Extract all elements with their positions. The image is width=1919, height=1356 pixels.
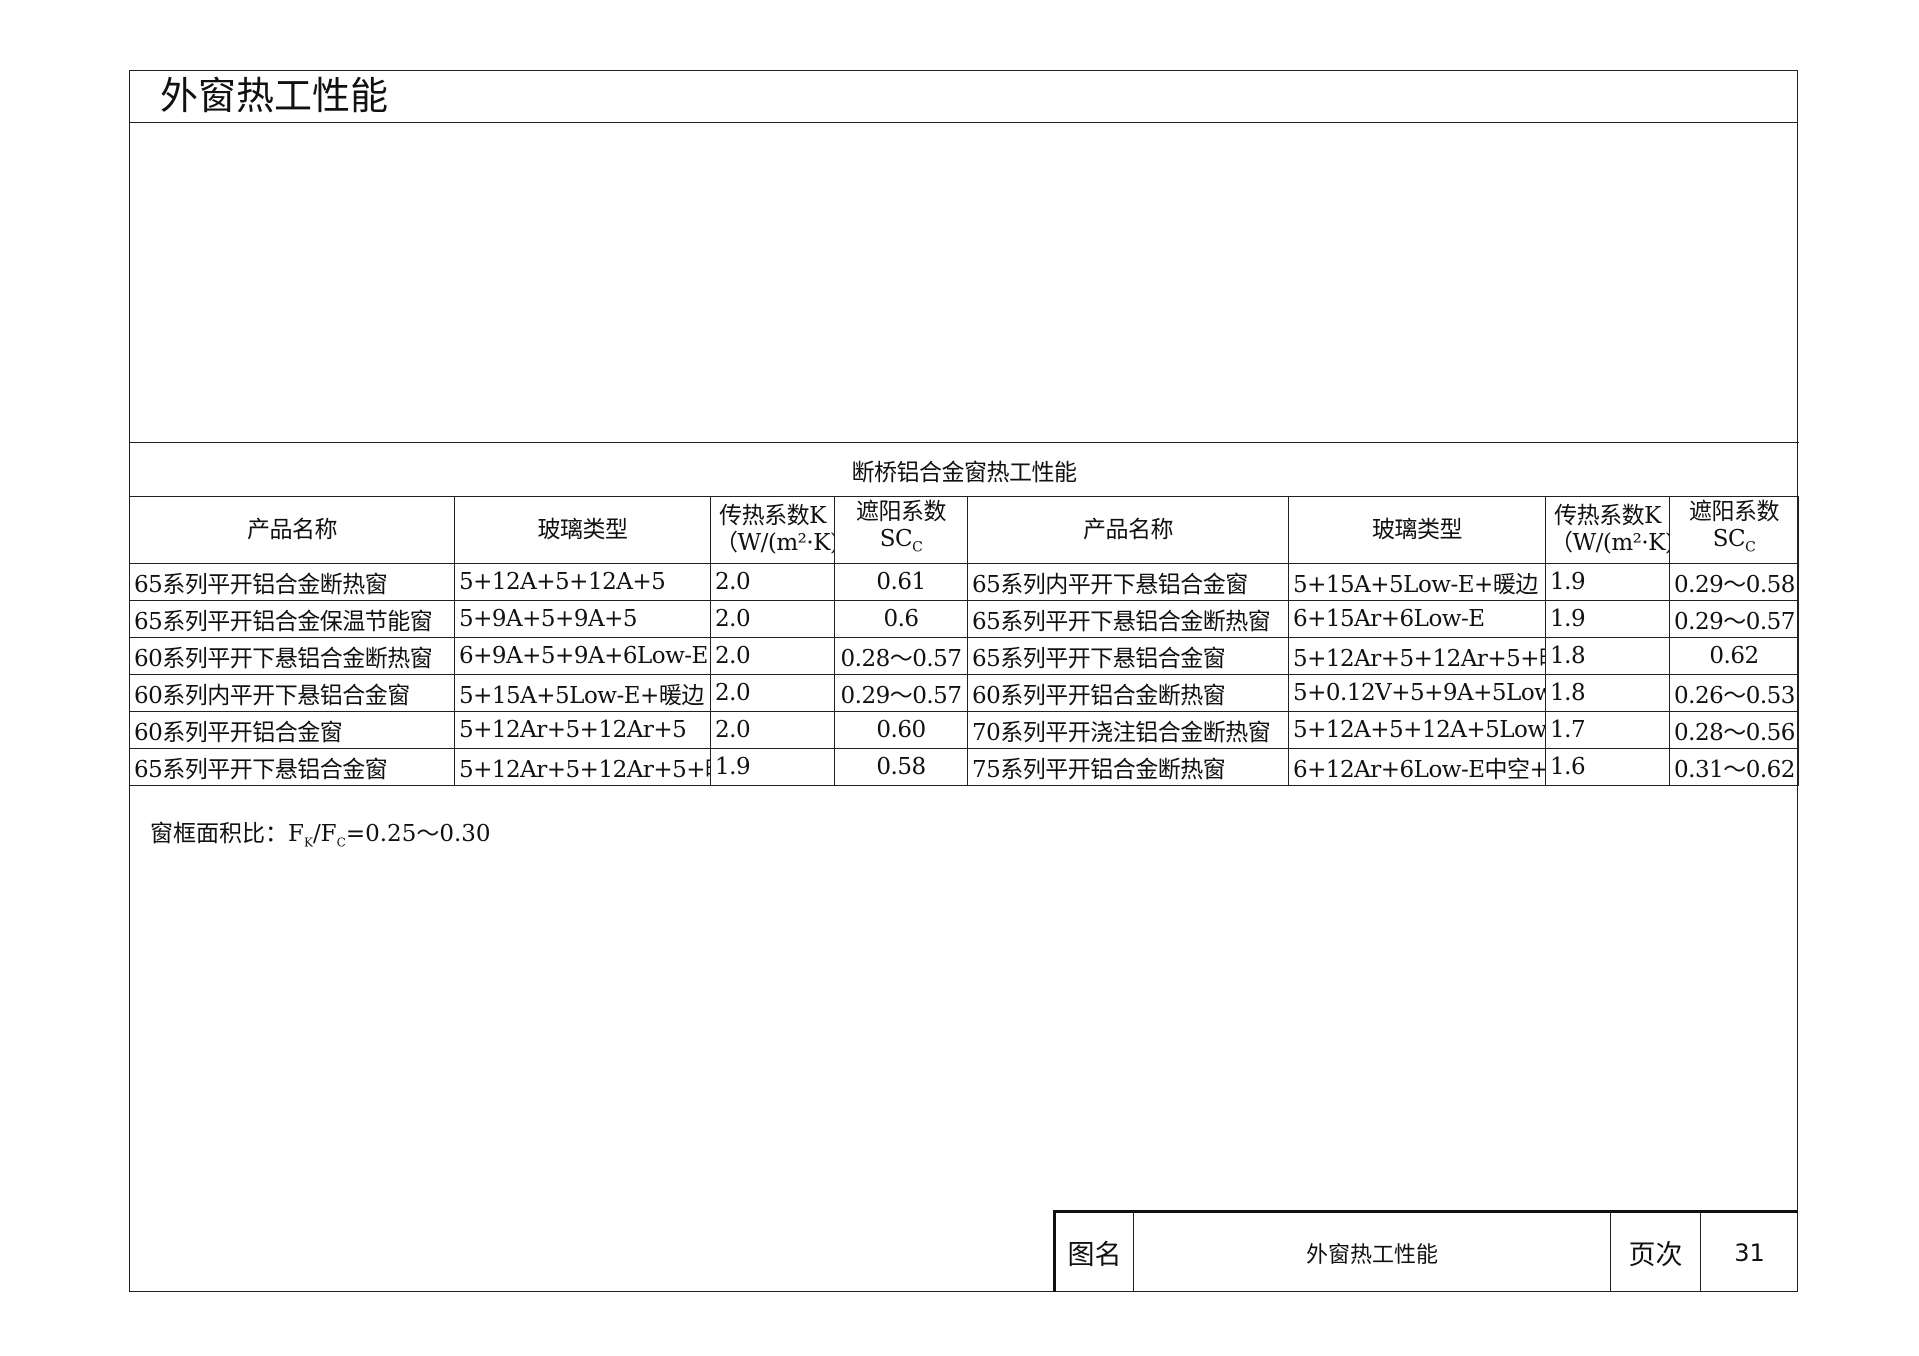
sc-value-cell: 0.6 [834, 600, 968, 638]
product-name-cell: 65系列平开铝合金保温节能窗 [129, 600, 455, 638]
sc-value-cell: 0.26～0.53 [1669, 674, 1799, 712]
k-value-cell: 1.7 [1545, 711, 1670, 749]
k-value-cell: 2.0 [710, 563, 835, 601]
sc-value-cell: 0.29～0.57 [1669, 600, 1799, 638]
note-sub-c: C [336, 835, 346, 850]
sc-symbol: SC [879, 525, 913, 552]
sc-label: 遮阳系数 [1689, 498, 1780, 525]
product-name-cell: 60系列内平开下悬铝合金窗 [129, 674, 455, 712]
k-value-cell: 1.9 [710, 748, 835, 786]
col-header-k: 传热系数K（W/(m²·K)） [710, 496, 835, 564]
k-value-cell: 1.8 [1545, 637, 1670, 675]
title-block: 图名 外窗热工性能 页次 31 [1053, 1210, 1798, 1292]
sc-subscript: C [912, 539, 923, 556]
k-value-cell: 2.0 [710, 600, 835, 638]
sc-value-cell: 0.28～0.57 [834, 637, 968, 675]
col-header-sc: 遮阳系数 SCC [834, 496, 968, 564]
sc-symbol: SC [1712, 525, 1746, 552]
product-name-cell: 65系列平开铝合金断热窗 [129, 563, 455, 601]
title-divider [129, 122, 1798, 123]
glass-type-cell: 5+12Ar+5+12Ar+5 [454, 711, 711, 749]
sc-value-cell: 0.58 [834, 748, 968, 786]
note-suffix: =0.25～0.30 [345, 821, 491, 847]
glass-type-cell: 5+12A+5+12A+5 [454, 563, 711, 601]
sc-subscript: C [1745, 539, 1756, 556]
product-name-cell: 65系列内平开下悬铝合金窗 [967, 563, 1289, 601]
k-value-cell: 2.0 [710, 674, 835, 712]
product-name-cell: 65系列平开下悬铝合金窗 [967, 637, 1289, 675]
k-value-cell: 1.6 [1545, 748, 1670, 786]
drawing-name-label: 图名 [1056, 1213, 1134, 1292]
product-name-cell: 60系列平开铝合金窗 [129, 711, 455, 749]
k-value-cell: 2.0 [710, 637, 835, 675]
product-name-cell: 70系列平开浇注铝合金断热窗 [967, 711, 1289, 749]
col-header-glass: 玻璃类型 [454, 496, 711, 564]
glass-type-cell: 6+12Ar+6Low-E中空+暖边 [1288, 748, 1546, 786]
glass-type-cell: 6+9A+5+9A+6Low-E [454, 637, 711, 675]
glass-type-cell: 5+12Ar+5+12Ar+5+暖边 [454, 748, 711, 786]
col-header-name: 产品名称 [129, 496, 455, 564]
table-row: 65系列平开铝合金断热窗 5+12A+5+12A+5 2.0 0.61 65系列内平开下… [129, 563, 1799, 601]
glass-type-cell: 5+12Ar+5+12Ar+5+暖边 [1288, 637, 1546, 675]
glass-type-cell: 5+15A+5Low-E+暖边 [1288, 563, 1546, 601]
sc-value-cell: 0.62 [1669, 637, 1799, 675]
glass-type-cell: 5+0.12V+5+9A+5Low-E [1288, 674, 1546, 712]
k-unit: （W/(m²·K)） [1550, 530, 1669, 556]
col-header-name-2: 产品名称 [967, 496, 1289, 564]
product-name-cell: 60系列平开铝合金断热窗 [967, 674, 1289, 712]
glass-type-cell: 6+15Ar+6Low-E [1288, 600, 1546, 638]
k-value-cell: 1.9 [1545, 600, 1670, 638]
col-header-sc-2: 遮阳系数 SCC [1669, 496, 1799, 564]
drawing-name-value: 外窗热工性能 [1134, 1213, 1611, 1292]
sc-value-cell: 0.60 [834, 711, 968, 749]
glass-type-cell: 5+12A+5+12A+5Low-E [1288, 711, 1546, 749]
note-sub-k: K [303, 835, 313, 850]
note-mid: /F [312, 821, 337, 847]
thermal-performance-table: 断桥铝合金窗热工性能 产品名称 玻璃类型 传热系数K（W/(m²·K)） 遮阳系… [129, 442, 1799, 786]
k-label: 传热系数K [719, 503, 826, 529]
table-row: 65系列平开下悬铝合金窗5+12Ar+5+12Ar+5+暖边1.90.5875系… [129, 748, 1799, 786]
table-row: 60系列内平开下悬铝合金窗 5+15A+5Low-E+暖边 2.0 0.29～0.57… [129, 674, 1799, 712]
sc-value-cell: 0.29～0.57 [834, 674, 968, 712]
table-row: 60系列平开铝合金窗 5+12Ar+5+12Ar+5 2.0 0.60 70系列平开浇注… [129, 711, 1799, 749]
col-header-glass-2: 玻璃类型 [1288, 496, 1546, 564]
k-label: 传热系数K [1554, 503, 1661, 529]
product-name-cell: 65系列平开下悬铝合金断热窗 [967, 600, 1289, 638]
glass-type-cell: 5+15A+5Low-E+暖边 [454, 674, 711, 712]
frame-area-ratio-note: 窗框面积比：FK/FC=0.25～0.30 [150, 814, 491, 850]
sc-value-cell: 0.31～0.62 [1669, 748, 1799, 786]
k-value-cell: 2.0 [710, 711, 835, 749]
k-value-cell: 1.9 [1545, 563, 1670, 601]
product-name-cell: 60系列平开下悬铝合金断热窗 [129, 637, 455, 675]
product-name-cell: 75系列平开铝合金断热窗 [967, 748, 1289, 786]
table-row: 65系列平开铝合金保温节能窗 5+9A+5+9A+5 2.0 0.6 65系列平开下悬铝… [129, 600, 1799, 638]
sc-value-cell: 0.28～0.56 [1669, 711, 1799, 749]
table-caption: 断桥铝合金窗热工性能 [129, 442, 1799, 497]
sc-label: 遮阳系数 [856, 498, 947, 525]
page-title: 外窗热工性能 [160, 74, 389, 118]
col-header-k-2: 传热系数K（W/(m²·K)） [1545, 496, 1670, 564]
page-label: 页次 [1611, 1213, 1701, 1292]
k-unit: （W/(m²·K)） [715, 530, 834, 556]
page-number: 31 [1734, 1238, 1765, 1267]
table-row: 60系列平开下悬铝合金断热窗 6+9A+5+9A+6Low-E 2.0 0.28～0.… [129, 637, 1799, 675]
sc-value-cell: 0.61 [834, 563, 968, 601]
k-value-cell: 1.8 [1545, 674, 1670, 712]
glass-type-cell: 5+9A+5+9A+5 [454, 600, 711, 638]
sc-value-cell: 0.29～0.58 [1669, 563, 1799, 601]
product-name-cell: 65系列平开下悬铝合金窗 [129, 748, 455, 786]
note-prefix: 窗框面积比：F [150, 821, 304, 847]
